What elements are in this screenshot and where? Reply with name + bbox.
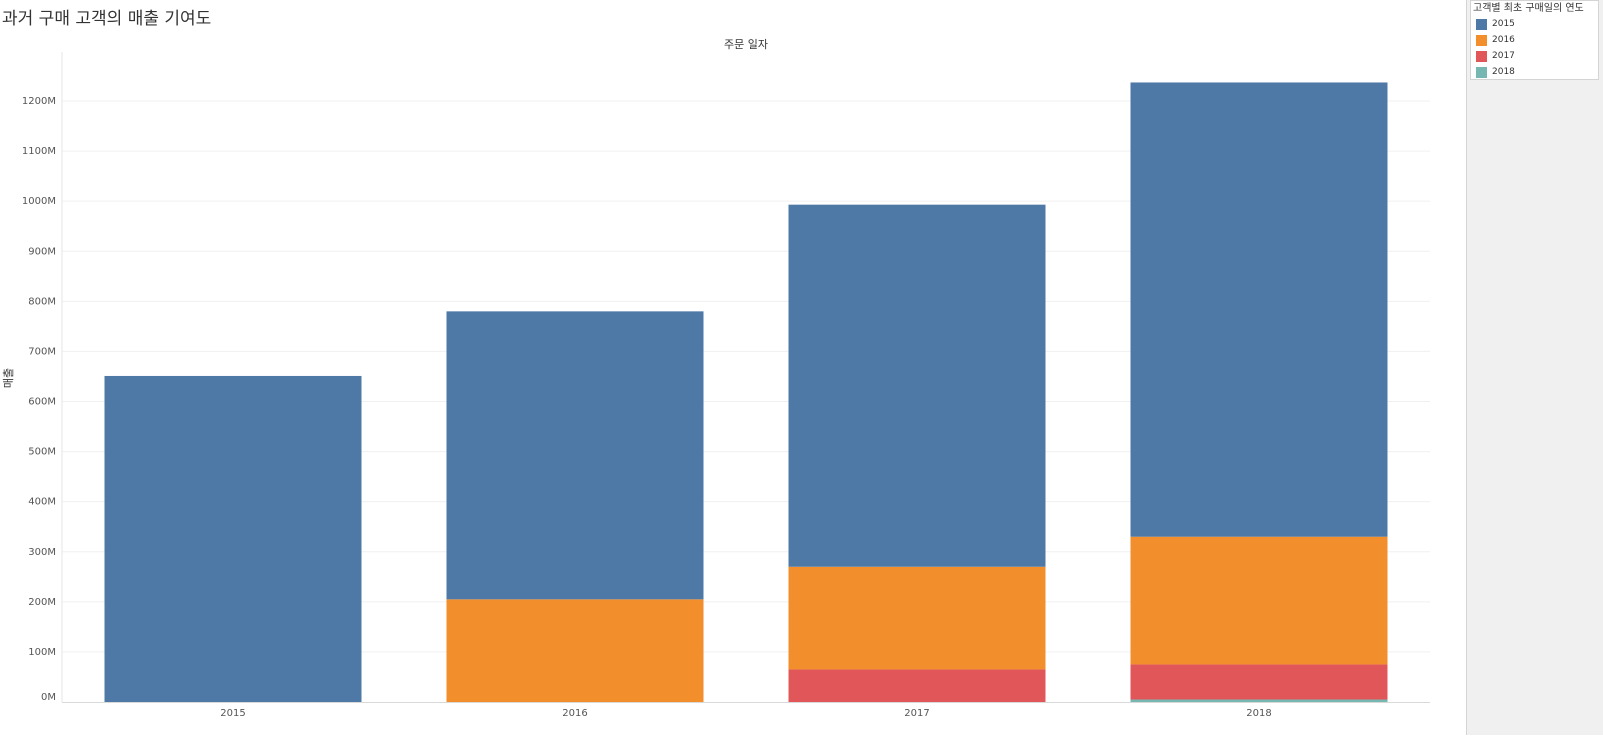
bar-2018-2015 — [1130, 82, 1388, 537]
y-tick-label: 600M — [28, 397, 56, 408]
y-tick-label: 0M — [41, 692, 56, 703]
bar-2018-2016 — [1130, 536, 1388, 665]
y-tick-label: 300M — [28, 547, 56, 558]
legend-item-2015[interactable]: 2015 — [1473, 16, 1596, 32]
y-tick-label: 400M — [28, 497, 56, 508]
x-tick-label: 2015 — [220, 708, 245, 719]
chart-title: 과거 구매 고객의 매출 기여도 — [2, 9, 212, 29]
legend-label: 2015 — [1492, 19, 1515, 29]
bar-2017-2015 — [788, 204, 1046, 567]
y-tick-label: 500M — [28, 447, 56, 458]
legend: 고객별 최초 구매일의 연도 2015 2016 2017 2018 — [1470, 0, 1599, 80]
legend-label: 2016 — [1492, 35, 1515, 45]
axes: 0M 100M 200M 300M 400M 500M 600M 700M 800M 900M 10… — [2, 37, 1430, 719]
x-tick-label: 2017 — [904, 708, 929, 719]
y-tick-label: 1000M — [22, 196, 56, 207]
bar-2015-2015 — [104, 375, 362, 702]
y-tick-label: 800M — [28, 296, 56, 307]
legend-label: 2018 — [1492, 67, 1515, 77]
y-tick-label: 100M — [28, 647, 56, 658]
bar-chart: 0M 100M 200M 300M 400M 500M 600M 700M 800M 900M 10… — [2, 37, 1430, 719]
bars — [104, 82, 1388, 702]
y-axis-title: 매출 — [2, 368, 15, 388]
y-tick-label: 1100M — [22, 146, 56, 157]
bar-2017-2016 — [788, 566, 1046, 670]
bar-2018-2018 — [1130, 699, 1388, 702]
x-tick-label: 2016 — [562, 708, 587, 719]
legend-item-2016[interactable]: 2016 — [1473, 32, 1596, 48]
legend-swatch — [1476, 34, 1487, 46]
x-axis-title: 주문 일자 — [724, 37, 768, 51]
bar-2018-2017 — [1130, 664, 1388, 700]
bar-2016-2015 — [446, 311, 704, 600]
legend-title: 고객별 최초 구매일의 연도 — [1473, 3, 1584, 14]
legend-item-2018[interactable]: 2018 — [1473, 64, 1596, 80]
y-tick-label: 1200M — [22, 96, 56, 107]
y-tick-label: 700M — [28, 346, 56, 357]
chart-area: 0M 100M 200M 300M 400M 500M 600M 700M 800M 900M 10… — [2, 37, 1430, 719]
y-tick-label: 900M — [28, 246, 56, 257]
side-panel — [1466, 0, 1603, 735]
legend-swatch — [1476, 50, 1487, 62]
legend-swatch — [1476, 66, 1487, 78]
y-tick-label: 200M — [28, 597, 56, 608]
legend-item-2017[interactable]: 2017 — [1473, 48, 1596, 64]
legend-swatch — [1476, 18, 1487, 30]
bar-2016-2016 — [446, 599, 704, 702]
legend-label: 2017 — [1492, 51, 1515, 61]
x-tick-label: 2018 — [1246, 708, 1271, 719]
bar-2017-2017 — [788, 669, 1046, 702]
